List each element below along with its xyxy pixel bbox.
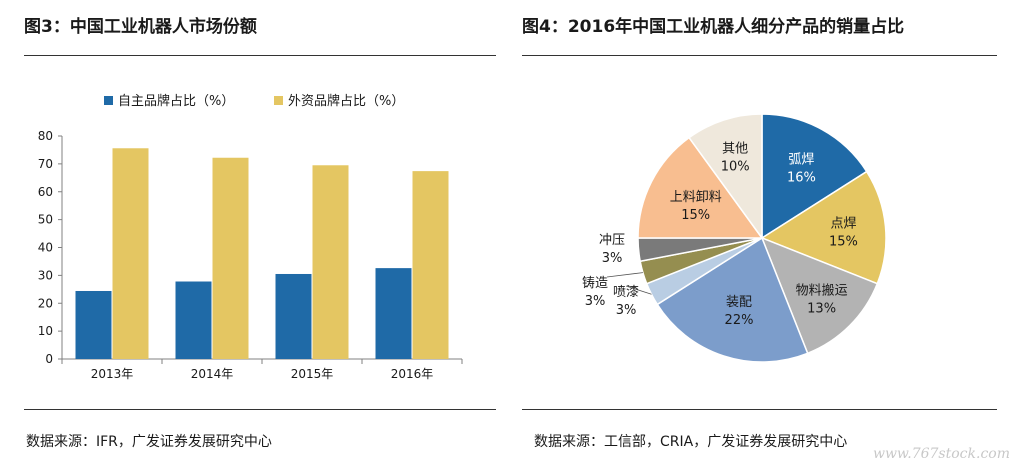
y-tick-label: 80	[38, 129, 53, 143]
figure3-top-rule	[24, 55, 496, 56]
pie-label-3: 物料搬运	[796, 284, 848, 299]
watermark: www.767stock.com	[872, 446, 1010, 462]
pie-value-1: 16%	[787, 170, 816, 185]
pie-value-4: 22%	[725, 313, 754, 328]
figure4-bottom-rule	[522, 409, 997, 410]
pie-label-7: 冲压	[599, 233, 625, 248]
figure3-title: 图3：中国工业机器人市场份额	[24, 17, 257, 37]
pie-value-9: 10%	[721, 159, 750, 174]
x-tick-label: 2014年	[191, 367, 234, 381]
y-tick-label: 60	[38, 185, 53, 199]
y-tick-label: 10	[38, 324, 53, 338]
bar-domestic-3	[275, 273, 312, 359]
figure3-bottom-rule	[24, 409, 496, 410]
x-tick-label: 2016年	[391, 367, 434, 381]
y-tick-label: 50	[38, 213, 53, 227]
pie-leader-5	[625, 285, 652, 295]
y-tick-label: 20	[38, 296, 53, 310]
pie-label-8: 上料卸料	[670, 189, 722, 205]
bar-domestic-2	[175, 281, 212, 359]
legend-label-2: 外资品牌占比（%）	[288, 93, 404, 109]
pie-label-1: 弧焊	[788, 151, 814, 167]
x-tick-label: 2013年	[91, 367, 134, 381]
pie-value-7: 3%	[602, 251, 623, 266]
legend-swatch-2	[274, 96, 283, 105]
bar-foreign-2	[212, 157, 249, 359]
figure4-title: 图4：2016年中国工业机器人细分产品的销量占比	[522, 17, 905, 37]
bar-domestic-1	[75, 290, 112, 359]
legend-label-1: 自主品牌占比（%）	[118, 93, 234, 109]
pie-label-4: 装配	[726, 295, 752, 310]
pie-value-3: 13%	[807, 302, 836, 317]
pie-leader-6	[606, 272, 643, 278]
bar-foreign-3	[312, 165, 349, 359]
bar-domestic-4	[375, 268, 412, 359]
pie-slice-8	[637, 136, 764, 239]
y-tick-label: 40	[38, 241, 53, 255]
pie-label-2: 点焊	[830, 215, 856, 231]
y-tick-label: 70	[38, 157, 53, 171]
pie-slice-4	[656, 236, 809, 363]
pie-slice-1	[761, 113, 868, 240]
pie-value-5: 3%	[616, 303, 637, 318]
figure3-source: 数据来源：IFR，广发证券发展研究中心	[26, 434, 272, 450]
bar-foreign-4	[412, 171, 449, 359]
bar-chart: 自主品牌占比（%） 外资品牌占比（%） 0 10 20 30 40 50 60 70 80 2013年…	[38, 93, 463, 381]
pie-value-8: 15%	[681, 208, 710, 223]
pie-label-5: 喷漆	[613, 284, 639, 300]
pie-value-2: 15%	[829, 234, 858, 249]
figure4-top-rule	[522, 55, 997, 56]
pie-slice-2	[760, 170, 887, 285]
pie-slice-3	[760, 236, 879, 355]
x-tick-label: 2015年	[291, 367, 334, 381]
pie-label-6: 铸造	[582, 275, 608, 291]
pie-slice-9	[688, 113, 763, 241]
y-tick-label: 0	[45, 352, 53, 366]
y-tick-label: 30	[38, 268, 53, 282]
pie-label-9: 其他	[722, 141, 748, 156]
pie-chart: 弧焊 16% 点焊 15% 物料搬运 13% 装配 22% 喷漆 3% 铸造 3% 冲压 3% 上料卸料 15…	[582, 113, 887, 363]
bar-foreign-1	[112, 148, 149, 359]
legend-swatch-1	[104, 96, 113, 105]
pie-value-6: 3%	[585, 294, 606, 309]
figure4-source: 数据来源：工信部，CRIA，广发证券发展研究中心	[534, 434, 848, 450]
